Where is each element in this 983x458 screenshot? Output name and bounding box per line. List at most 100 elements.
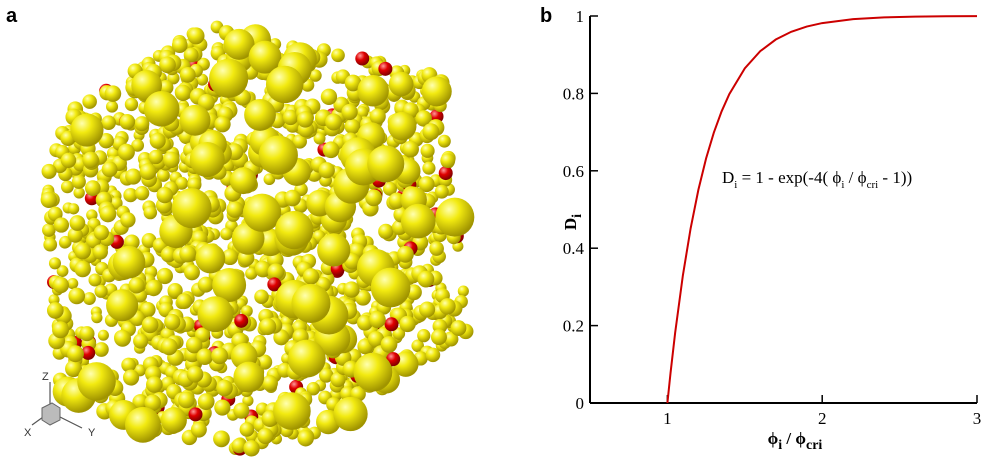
sphere xyxy=(176,293,193,310)
sphere xyxy=(267,263,285,281)
sphere xyxy=(123,187,138,203)
sphere xyxy=(98,133,114,149)
sphere xyxy=(367,331,385,348)
sphere-packing xyxy=(40,20,475,457)
sphere xyxy=(167,282,183,299)
sphere xyxy=(273,329,290,346)
sphere xyxy=(67,203,80,215)
sphere xyxy=(40,191,58,209)
sphere xyxy=(160,246,177,263)
sphere xyxy=(344,74,362,92)
sphere xyxy=(214,399,231,416)
sphere xyxy=(382,181,397,196)
sphere xyxy=(254,289,269,304)
sphere xyxy=(67,277,79,290)
sphere xyxy=(81,345,96,360)
sphere xyxy=(70,113,104,147)
sphere xyxy=(196,73,209,86)
sphere xyxy=(434,184,449,199)
sphere xyxy=(214,116,231,133)
sphere xyxy=(450,320,467,336)
sphere xyxy=(425,347,441,363)
sphere xyxy=(114,329,132,347)
sphere xyxy=(297,111,314,128)
sphere xyxy=(422,123,440,141)
sphere xyxy=(146,376,163,393)
triad-label: Z xyxy=(42,371,49,383)
sphere xyxy=(124,406,161,443)
sphere xyxy=(197,276,214,293)
sphere xyxy=(234,313,249,328)
sphere xyxy=(341,103,358,121)
sphere xyxy=(357,75,389,107)
sphere xyxy=(443,331,459,347)
sphere xyxy=(179,66,196,83)
sphere xyxy=(344,118,361,135)
annotation-part: D xyxy=(722,168,734,187)
sphere xyxy=(66,345,84,363)
sphere xyxy=(105,100,119,113)
sphere xyxy=(73,187,85,199)
sphere xyxy=(133,333,149,349)
sphere xyxy=(178,391,195,409)
sphere xyxy=(438,166,453,181)
sphere xyxy=(59,235,72,249)
sphere xyxy=(387,111,417,141)
sphere xyxy=(189,141,225,178)
sphere xyxy=(163,151,180,169)
sphere xyxy=(91,312,103,324)
sphere xyxy=(267,277,282,292)
sphere xyxy=(233,361,265,393)
sphere xyxy=(415,110,432,127)
sphere xyxy=(369,108,386,125)
sphere xyxy=(48,257,62,270)
sphere xyxy=(195,243,226,274)
sphere xyxy=(119,113,136,130)
sphere xyxy=(325,113,343,131)
sphere xyxy=(46,302,64,319)
sphere xyxy=(259,318,277,336)
sphere xyxy=(131,139,145,152)
y-tick-label: 1 xyxy=(576,7,585,26)
sphere xyxy=(367,145,405,183)
x-axis-label: ϕi / ϕcri xyxy=(768,429,823,453)
sphere xyxy=(231,438,247,454)
sphere xyxy=(284,189,301,207)
sphere xyxy=(257,354,273,370)
sphere xyxy=(402,140,419,158)
sphere xyxy=(140,301,156,318)
sphere xyxy=(355,51,370,66)
sphere xyxy=(292,134,307,149)
sphere xyxy=(388,192,405,209)
sphere xyxy=(220,227,233,241)
y-tick-label: 0.2 xyxy=(563,317,584,336)
sphere xyxy=(43,237,58,252)
y-tick-label: 0.4 xyxy=(563,239,585,258)
sphere xyxy=(139,163,157,181)
sphere xyxy=(186,365,204,383)
sphere xyxy=(378,223,394,240)
sphere xyxy=(159,56,176,74)
sphere xyxy=(331,48,345,63)
sphere xyxy=(320,88,338,105)
x-tick-label: 1 xyxy=(663,409,672,428)
sphere xyxy=(60,152,77,168)
x-axis-label-part: cri xyxy=(806,438,822,453)
sphere xyxy=(226,201,244,218)
y-axis-label: Di xyxy=(561,214,585,230)
sphere xyxy=(41,163,57,179)
sphere xyxy=(440,153,456,169)
sphere xyxy=(233,402,250,419)
sphere xyxy=(174,84,192,102)
sphere xyxy=(97,329,109,341)
sphere xyxy=(242,193,282,232)
sphere xyxy=(112,245,146,279)
sphere xyxy=(71,174,86,189)
x-tick-label: 3 xyxy=(973,409,982,428)
sphere xyxy=(239,422,255,437)
sphere xyxy=(417,329,431,343)
sphere xyxy=(94,342,109,357)
sphere xyxy=(148,149,164,165)
sphere xyxy=(143,205,158,220)
sphere xyxy=(421,76,452,107)
